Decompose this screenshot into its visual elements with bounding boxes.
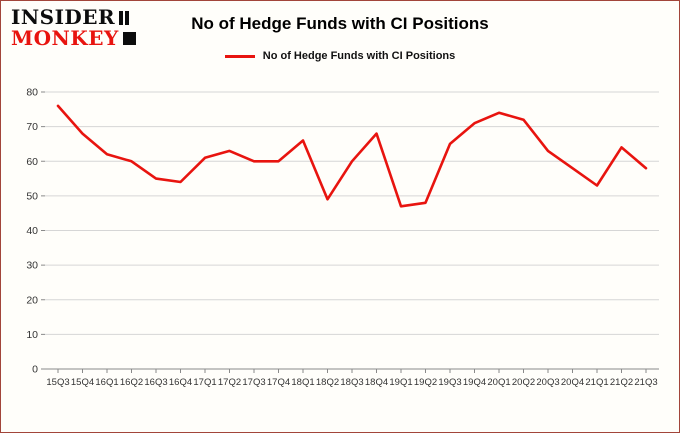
x-tick-label: 17Q2 (218, 377, 241, 388)
y-tick-label: 60 (26, 156, 38, 168)
y-tick-label: 30 (26, 260, 38, 272)
logo-insider-text: INSIDER (11, 5, 116, 29)
x-tick-label: 16Q1 (95, 377, 118, 388)
x-tick-label: 19Q3 (438, 377, 461, 388)
x-tick-label: 21Q3 (634, 377, 657, 388)
y-tick-label: 10 (26, 329, 38, 341)
data-line-series (56, 104, 648, 208)
logo-square-icon (122, 32, 136, 45)
x-tick-label: 15Q3 (46, 377, 69, 388)
legend-line-swatch (224, 54, 255, 58)
y-tick-label: 40 (26, 225, 38, 237)
page-title: No of Hedge Funds with CI Positions (191, 14, 489, 33)
x-tick-label: 19Q1 (389, 377, 412, 388)
x-tick-label: 17Q3 (242, 377, 265, 388)
logo-monkey-text: MONKEY (11, 26, 119, 50)
x-tick-label: 19Q4 (463, 377, 486, 388)
chart-header: No of Hedge Funds with CI Positions No o… (1, 1, 679, 62)
x-tick-label: 16Q2 (120, 377, 143, 388)
logo-barcode-icon (119, 10, 130, 25)
x-tick-label: 20Q2 (512, 377, 535, 388)
y-tick-label: 50 (26, 190, 38, 202)
x-tick-label: 19Q2 (414, 377, 437, 388)
x-tick-label: 17Q4 (267, 377, 290, 388)
insider-monkey-logo: INSIDER MONKEY (11, 7, 136, 49)
y-tick-label: 70 (26, 121, 38, 133)
y-tick-label: 80 (26, 87, 38, 99)
x-tick-label: 16Q4 (169, 377, 192, 388)
x-tick-label: 18Q4 (365, 377, 388, 388)
legend: No of Hedge Funds with CI Positions (1, 50, 679, 62)
x-tick-label: 20Q3 (536, 377, 559, 388)
x-tick-label: 15Q4 (71, 377, 94, 388)
y-tick-label: 20 (26, 294, 38, 306)
line-chart: 0 10 20 30 40 50 60 70 80 15Q3 15Q4 16Q1 16Q2 16Q3 16Q… (26, 87, 659, 388)
x-tick-label: 21Q1 (585, 377, 608, 388)
x-tick-label: 21Q2 (610, 377, 633, 388)
x-tick-label: 16Q3 (144, 377, 167, 388)
y-tick-label: 0 (32, 364, 38, 376)
x-tick-label: 20Q1 (487, 377, 510, 388)
x-tick-label: 18Q3 (340, 377, 363, 388)
legend-label: No of Hedge Funds with CI Positions (262, 50, 456, 62)
x-tick-label: 17Q1 (193, 377, 216, 388)
x-tick-label: 18Q2 (316, 377, 339, 388)
x-tick-label: 18Q1 (291, 377, 314, 388)
x-tick-label: 20Q4 (561, 377, 584, 388)
